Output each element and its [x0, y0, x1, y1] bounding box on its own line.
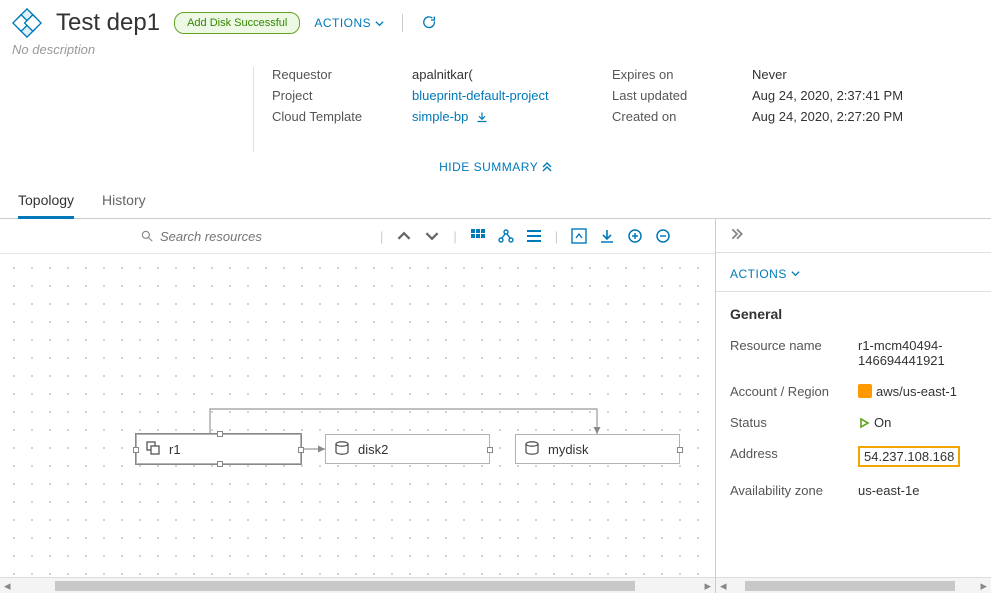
summary-value: apalnitkar( — [412, 67, 602, 82]
property-key: Account / Region — [730, 384, 850, 399]
chevron-up-icon — [397, 229, 411, 243]
canvas-h-scrollbar[interactable]: ◂ ▸ — [0, 577, 715, 593]
download-icon — [476, 111, 488, 123]
fit-icon — [571, 228, 587, 244]
disk-icon — [334, 440, 350, 459]
property-row: Account / Region aws/us-east-1 — [716, 376, 991, 407]
view-grid-button[interactable] — [467, 225, 489, 247]
property-value: us-east-1e — [858, 483, 977, 498]
summary-value: Aug 24, 2020, 2:27:20 PM — [752, 109, 922, 124]
summary-label: Expires on — [612, 67, 742, 82]
property-value: r1-mcm40494-146694441921 — [858, 338, 977, 368]
panel-collapse-button[interactable] — [716, 219, 991, 253]
property-value: aws/us-east-1 — [858, 384, 977, 399]
zoom-out-icon — [655, 228, 671, 244]
status-badge: Add Disk Successful — [174, 12, 300, 34]
tab-topology[interactable]: Topology — [18, 184, 74, 219]
chevron-down-icon — [375, 19, 384, 28]
node-label: disk2 — [358, 442, 388, 457]
node-r1[interactable]: r1 — [136, 434, 301, 464]
expand-up-button[interactable] — [393, 225, 415, 247]
grid-icon — [470, 228, 486, 244]
refresh-button[interactable] — [421, 14, 437, 33]
panel-actions-dropdown[interactable]: ACTIONS — [716, 253, 991, 292]
panel-h-scrollbar[interactable]: ◂ ▸ — [716, 577, 991, 593]
summary-gutter — [0, 67, 254, 152]
property-row: Availability zone us-east-1e — [716, 475, 991, 506]
topology-canvas[interactable]: r1 disk2 mydisk — [0, 254, 715, 577]
property-key: Address — [730, 446, 850, 467]
main-split: | | | r1disk2mydisk ◂ — [0, 219, 991, 593]
canvas-toolbar: | | | — [0, 219, 715, 254]
summary-block: Requestor apalnitkar( Expires on Never Proje… — [0, 67, 991, 152]
node-mydisk[interactable]: mydisk — [515, 434, 680, 464]
refresh-icon — [421, 14, 437, 30]
summary-label: Project — [272, 88, 402, 103]
graph-icon — [498, 228, 514, 244]
disk-icon — [524, 440, 540, 459]
page-header: Test dep1 Add Disk Successful ACTIONS — [0, 0, 991, 42]
summary-label: Last updated — [612, 88, 742, 103]
description-text: No description — [0, 42, 991, 67]
summary-value[interactable]: simple-bp — [412, 109, 602, 124]
property-row: Status On — [716, 407, 991, 438]
edges-layer — [0, 254, 715, 577]
canvas-pane: | | | r1disk2mydisk ◂ — [0, 219, 716, 593]
expand-down-button[interactable] — [421, 225, 443, 247]
divider: | — [376, 229, 387, 244]
divider — [402, 14, 403, 32]
zoom-out-button[interactable] — [652, 225, 674, 247]
divider: | — [449, 229, 460, 244]
header-actions-dropdown[interactable]: ACTIONS — [314, 16, 384, 30]
zoom-in-button[interactable] — [624, 225, 646, 247]
property-row: Address 54.237.108.168 — [716, 438, 991, 475]
deployment-logo-icon — [12, 8, 42, 38]
divider: | — [551, 229, 562, 244]
double-chevron-right-icon — [730, 227, 744, 241]
node-label: mydisk — [548, 442, 588, 457]
tab-bar: Topology History — [0, 184, 991, 219]
tab-history[interactable]: History — [102, 184, 146, 218]
aws-icon — [858, 384, 872, 398]
summary-value: Never — [752, 67, 922, 82]
search-icon — [140, 229, 154, 243]
panel-actions-label: ACTIONS — [730, 267, 787, 281]
property-key: Resource name — [730, 338, 850, 368]
property-key: Status — [730, 415, 850, 430]
zoom-in-icon — [627, 228, 643, 244]
list-icon — [526, 228, 542, 244]
property-value: On — [858, 415, 977, 430]
summary-label: Requestor — [272, 67, 402, 82]
page-title: Test dep1 — [56, 9, 160, 37]
actions-label: ACTIONS — [314, 16, 371, 30]
property-key: Availability zone — [730, 483, 850, 498]
hide-summary-label: HIDE SUMMARY — [439, 160, 538, 174]
summary-label: Created on — [612, 109, 742, 124]
vm-icon — [145, 440, 161, 459]
property-value: 54.237.108.168 — [858, 446, 977, 467]
view-graph-button[interactable] — [495, 225, 517, 247]
property-row: Resource name r1-mcm40494-146694441921 — [716, 330, 991, 376]
summary-value: Aug 24, 2020, 2:37:41 PM — [752, 88, 922, 103]
chevron-down-icon — [425, 229, 439, 243]
panel-section-heading: General — [716, 292, 991, 330]
node-label: r1 — [169, 442, 181, 457]
double-chevron-up-icon — [542, 162, 552, 172]
search-input[interactable] — [160, 229, 320, 244]
fit-to-screen-button[interactable] — [568, 225, 590, 247]
details-panel: ACTIONS General Resource name r1-mcm40494… — [716, 219, 991, 593]
summary-label: Cloud Template — [272, 109, 402, 124]
download-button[interactable] — [596, 225, 618, 247]
power-on-icon — [858, 417, 870, 429]
hide-summary-toggle[interactable]: HIDE SUMMARY — [0, 152, 991, 184]
search-wrap — [140, 229, 370, 244]
download-icon — [599, 228, 615, 244]
chevron-down-icon — [791, 269, 800, 278]
summary-value[interactable]: blueprint-default-project — [412, 88, 602, 103]
properties-list: Resource name r1-mcm40494-146694441921 Acc… — [716, 330, 991, 506]
node-disk2[interactable]: disk2 — [325, 434, 490, 464]
summary-grid: Requestor apalnitkar( Expires on Never Proje… — [254, 67, 932, 124]
view-list-button[interactable] — [523, 225, 545, 247]
